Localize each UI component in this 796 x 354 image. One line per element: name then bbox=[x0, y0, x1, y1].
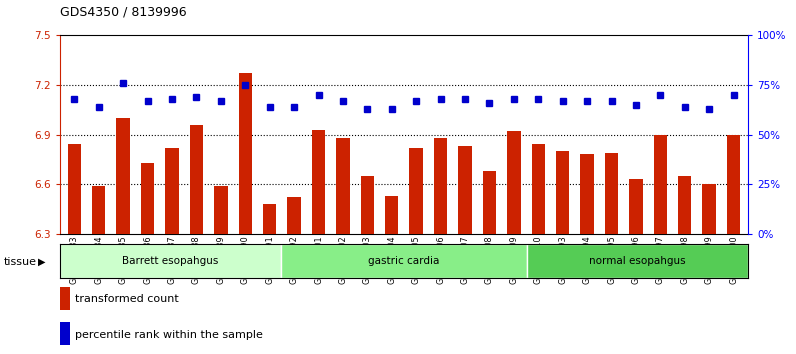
Bar bbox=[507, 131, 521, 234]
Bar bbox=[239, 73, 252, 234]
Text: tissue: tissue bbox=[4, 257, 37, 267]
Bar bbox=[60, 244, 281, 278]
Bar bbox=[141, 162, 154, 234]
Bar bbox=[605, 153, 618, 234]
Bar bbox=[385, 196, 399, 234]
Text: ▶: ▶ bbox=[38, 257, 45, 267]
Bar bbox=[336, 138, 349, 234]
Bar bbox=[214, 186, 228, 234]
Bar bbox=[409, 148, 423, 234]
Bar bbox=[166, 148, 179, 234]
Bar bbox=[702, 184, 716, 234]
Bar bbox=[92, 186, 106, 234]
Bar bbox=[189, 125, 203, 234]
Bar bbox=[556, 151, 569, 234]
Text: transformed count: transformed count bbox=[75, 294, 178, 304]
Bar bbox=[312, 130, 326, 234]
Text: Barrett esopahgus: Barrett esopahgus bbox=[122, 256, 219, 266]
Bar bbox=[654, 135, 667, 234]
Bar bbox=[361, 176, 374, 234]
Bar bbox=[281, 244, 527, 278]
Bar bbox=[727, 135, 740, 234]
Text: GDS4350 / 8139996: GDS4350 / 8139996 bbox=[60, 5, 186, 18]
Text: gastric cardia: gastric cardia bbox=[369, 256, 439, 266]
Bar bbox=[532, 144, 545, 234]
Text: normal esopahgus: normal esopahgus bbox=[589, 256, 686, 266]
Bar bbox=[678, 176, 692, 234]
Bar bbox=[68, 144, 81, 234]
Bar bbox=[482, 171, 496, 234]
Bar bbox=[580, 154, 594, 234]
Bar bbox=[116, 118, 130, 234]
Bar bbox=[629, 179, 642, 234]
Bar bbox=[527, 244, 748, 278]
Bar bbox=[458, 146, 472, 234]
Bar bbox=[287, 197, 301, 234]
Bar bbox=[263, 204, 276, 234]
Bar bbox=[434, 138, 447, 234]
Text: percentile rank within the sample: percentile rank within the sample bbox=[75, 330, 263, 339]
